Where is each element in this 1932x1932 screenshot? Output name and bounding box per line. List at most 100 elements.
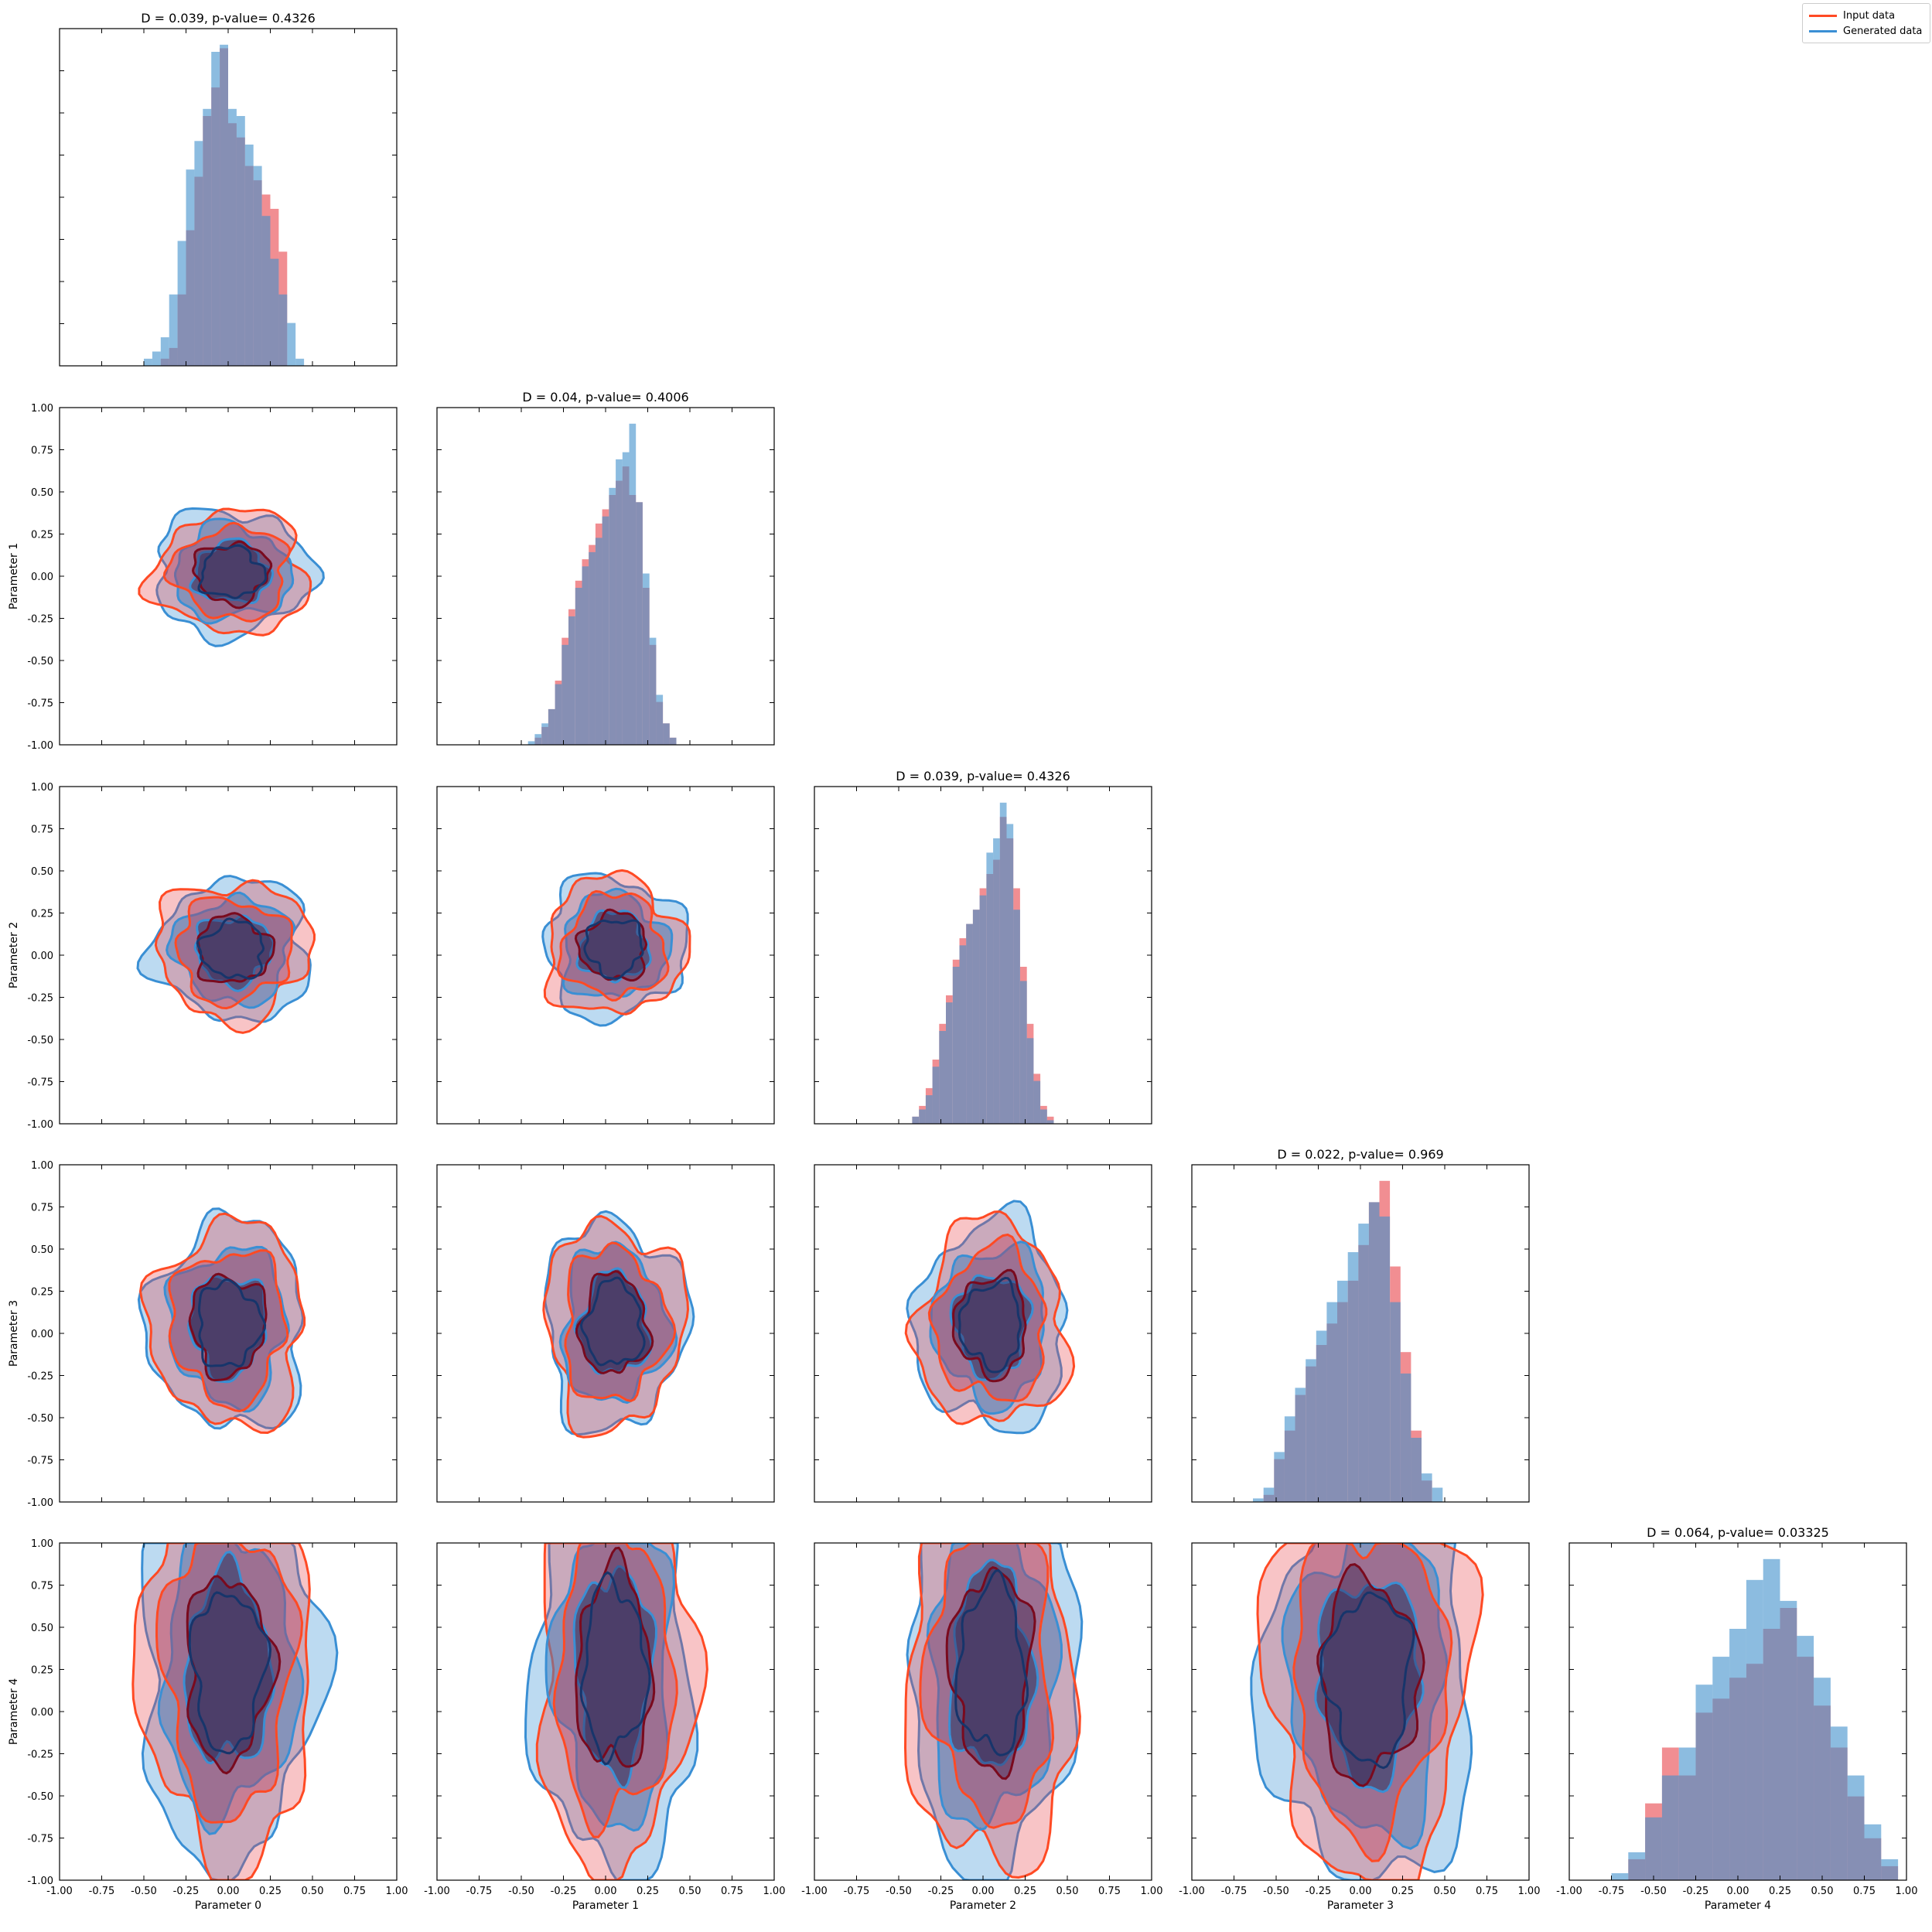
y-tick-label: 1.00 [31, 1538, 53, 1550]
y-tick-label: -0.25 [27, 993, 53, 1005]
pair-panel-4-1: -1.00 -0.75 -0.50 -0.25 0.00 0.25 0.50 0.75 1.00… [424, 1542, 785, 1912]
generated-hist-bar [203, 108, 212, 367]
pair-panel-1-0: -1.00 -0.75 -0.50 -0.25 0.00 0.25 0.50 0.75 1.00… [8, 403, 398, 752]
input-contour-2 [574, 908, 648, 982]
generated-hist-bar [1347, 1252, 1359, 1502]
generated-hist-bar [186, 169, 195, 366]
x-tick-label: -1.00 [801, 1886, 828, 1897]
y-tick-label: 0.00 [31, 572, 53, 583]
generated-hist-bar [1830, 1726, 1848, 1880]
generated-hist-bar [1645, 1817, 1662, 1880]
y-axis-label: Parameter 4 [8, 1678, 20, 1745]
generated-hist-bar [236, 116, 245, 366]
generated-hist-bar [1390, 1302, 1401, 1502]
generated-hist-bar [244, 144, 254, 366]
x-tick-label: 0.00 [1727, 1886, 1749, 1897]
input-contour-2 [945, 1565, 1036, 1780]
y-tick-label: -0.50 [27, 1035, 53, 1046]
generated-hist-bar [1020, 981, 1027, 1124]
y-tick-label: 0.50 [31, 487, 53, 499]
x-tick-label: 0.25 [1769, 1886, 1791, 1897]
generated-hist-bar [1847, 1775, 1865, 1880]
generated-hist-bar [1780, 1600, 1797, 1880]
generated-hist-bar [1678, 1747, 1696, 1880]
generated-hist-bar [1729, 1629, 1746, 1880]
generated-hist-bar [1763, 1558, 1780, 1880]
generated-hist-bar [1284, 1416, 1295, 1502]
x-tick-label: -0.25 [928, 1886, 954, 1897]
y-tick-label: -0.25 [27, 1371, 53, 1383]
x-tick-label: 0.50 [1056, 1886, 1079, 1897]
histogram-panel-3: D = 0.022, p-value= 0.969 [1191, 1147, 1530, 1503]
x-axis-label: Parameter 1 [572, 1900, 639, 1912]
generated-hist-bar [1033, 1080, 1041, 1124]
generated-hist-bar [1661, 1775, 1679, 1880]
x-axis-label: Parameter 0 [195, 1900, 261, 1912]
histogram-panel-1: D = 0.04, p-value= 0.4006 [436, 390, 775, 746]
contour-group [137, 1207, 306, 1435]
generated-hist-bar [1400, 1373, 1411, 1502]
legend-label-generated: Generated data [1843, 25, 1923, 37]
generated-hist-bar [925, 1095, 933, 1124]
generated-inner-line [196, 917, 265, 980]
x-tick-label: -0.75 [466, 1886, 493, 1897]
x-tick-label: 0.00 [1350, 1886, 1372, 1897]
generated-hist-bar [562, 644, 568, 745]
x-axis-label: Parameter 3 [1327, 1900, 1394, 1912]
generated-hist-bar [1368, 1202, 1380, 1502]
x-tick-label: 0.50 [302, 1886, 324, 1897]
y-tick-label: 0.75 [31, 445, 53, 457]
x-tick-label: 0.25 [259, 1886, 282, 1897]
generated-hist-bar [160, 337, 169, 366]
x-tick-label: 0.75 [1098, 1886, 1121, 1897]
input-contour-2 [575, 1546, 656, 1768]
generated-hist-bar [663, 723, 670, 745]
contour-group [542, 1210, 695, 1439]
generated-hist-bar [1814, 1678, 1831, 1880]
generated-hist-bar [1337, 1280, 1348, 1502]
y-tick-label: 0.75 [31, 824, 53, 836]
histogram-panel-0: D = 0.039, p-value= 0.4326 [59, 11, 398, 367]
x-tick-label: 0.75 [1853, 1886, 1876, 1897]
generated-hist-bar [1013, 910, 1020, 1124]
pair-panel-3-0: -1.00 -0.75 -0.50 -0.25 0.00 0.25 0.50 0.75 1.00… [8, 1160, 398, 1509]
generated-inner-line [954, 1568, 1029, 1756]
generated-hist-bar [555, 684, 562, 745]
generated-hist-bar [527, 741, 535, 745]
y-tick-label: 0.00 [31, 1707, 53, 1719]
generated-hist-bar [253, 166, 262, 366]
x-axis-label: Parameter 2 [950, 1900, 1016, 1912]
y-tick-label: -1.00 [27, 1876, 53, 1887]
x-tick-label: -0.75 [1599, 1886, 1625, 1897]
contour-group [138, 507, 325, 647]
generated-hist-bar [278, 294, 288, 366]
generated-hist-bar [295, 358, 305, 366]
generated-hist-bar [1628, 1852, 1646, 1880]
y-axis-label: Parameter 3 [8, 1300, 20, 1367]
pair-panel-3-1 [436, 1164, 775, 1503]
generated-hist-bar [541, 723, 548, 745]
contour-group [136, 875, 316, 1034]
y-tick-label: 0.75 [31, 1581, 53, 1592]
generated-hist-bar [622, 452, 630, 745]
y-tick-label: 1.00 [31, 782, 53, 794]
y-tick-label: 0.00 [31, 951, 53, 962]
x-tick-label: 0.75 [721, 1886, 743, 1897]
pair-panel-3-2 [814, 1164, 1152, 1503]
y-tick-label: -1.00 [27, 1497, 53, 1509]
generated-hist-bar [993, 838, 1000, 1124]
y-tick-label: 1.00 [31, 1160, 53, 1172]
x-tick-label: 0.50 [1811, 1886, 1834, 1897]
generated-hist-bar [602, 516, 609, 745]
generated-hist-bar [1881, 1859, 1899, 1880]
generated-inner-line [957, 1276, 1022, 1374]
pair-panel-4-2: -1.00 -0.75 -0.50 -0.25 0.00 0.25 0.50 0.75 1.00… [801, 1542, 1163, 1912]
generated-hist-bar [287, 323, 296, 366]
generated-inner-line [197, 544, 268, 599]
y-tick-label: 0.50 [31, 1623, 53, 1634]
x-tick-label: 1.00 [1141, 1886, 1163, 1897]
contour-group [904, 1200, 1076, 1435]
x-tick-label: -0.50 [508, 1886, 534, 1897]
x-tick-label: 0.25 [1391, 1886, 1414, 1897]
